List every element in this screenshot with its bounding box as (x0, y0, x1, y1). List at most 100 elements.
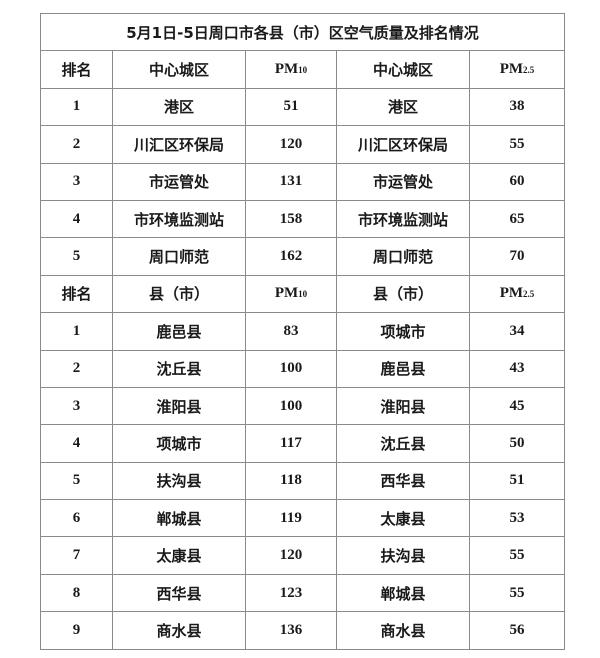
pm25-value-cell: 65 (468, 199, 566, 239)
pm25-area-cell: 项城市 (336, 312, 470, 351)
header-rank: 排名 (40, 50, 113, 89)
table-row: 2 川汇区环保局 120 川汇区环保局 55 (40, 125, 566, 164)
header-pm25-label: PM (499, 285, 524, 302)
pm10-area-cell: 港区 (112, 87, 246, 127)
pm25-value-cell: 60 (468, 162, 566, 201)
rank-cell: 8 (40, 573, 113, 613)
table-row: 5 周口师范 162 周口师范 70 (40, 237, 566, 276)
table-row: 2 沈丘县 100 鹿邑县 43 (40, 349, 566, 388)
header-rank: 排名 (40, 274, 113, 314)
header-pm10-label: PM (274, 285, 299, 302)
pm25-area-cell: 沈丘县 (336, 424, 470, 463)
pm25-area-cell: 淮阳县 (336, 386, 470, 426)
header-pm25-subscript: 2.5 (523, 65, 535, 76)
pm10-value-cell: 120 (245, 536, 337, 575)
table-row: 8 西华县 123 郸城县 55 (40, 573, 566, 613)
rank-cell: 2 (40, 349, 113, 388)
table-row: 5 扶沟县 118 西华县 51 (40, 461, 566, 501)
pm25-value-cell: 38 (468, 87, 566, 127)
section1-header-row: 排名 中心城区 PM10 中心城区 PM2.5 (40, 50, 566, 89)
pm10-area-cell: 商水县 (112, 611, 246, 650)
pm10-value-cell: 119 (245, 499, 337, 538)
rank-cell: 2 (40, 125, 113, 164)
pm25-value-cell: 45 (468, 386, 566, 426)
pm25-area-cell: 郸城县 (336, 573, 470, 613)
table-row: 9 商水县 136 商水县 56 (40, 611, 566, 650)
rank-cell: 7 (40, 536, 113, 575)
pm25-value-cell: 55 (468, 536, 566, 575)
pm10-area-cell: 太康县 (112, 536, 246, 575)
pm25-area-cell: 川汇区环保局 (336, 125, 470, 164)
pm25-value-cell: 55 (468, 125, 566, 164)
rank-cell: 3 (40, 162, 113, 201)
pm10-area-cell: 市运管处 (112, 162, 246, 201)
pm10-area-cell: 市环境监测站 (112, 199, 246, 239)
pm10-area-cell: 鹿邑县 (112, 312, 246, 351)
pm10-value-cell: 118 (245, 461, 337, 501)
rank-cell: 5 (40, 237, 113, 276)
pm25-value-cell: 50 (468, 424, 566, 463)
pm25-area-cell: 西华县 (336, 461, 470, 501)
pm25-area-cell: 周口师范 (336, 237, 470, 276)
pm25-value-cell: 70 (468, 237, 566, 276)
header-area-pm10: 县（市） (112, 274, 246, 314)
pm10-value-cell: 162 (245, 237, 337, 276)
pm25-area-cell: 商水县 (336, 611, 470, 650)
pm25-area-cell: 扶沟县 (336, 536, 470, 575)
pm10-value-cell: 117 (245, 424, 337, 463)
pm25-area-cell: 港区 (336, 87, 470, 127)
pm10-area-cell: 项城市 (112, 424, 246, 463)
header-pm25: PM2.5 (468, 274, 566, 314)
table-row: 1 港区 51 港区 38 (40, 87, 566, 127)
rank-cell: 3 (40, 386, 113, 426)
rank-cell: 4 (40, 199, 113, 239)
pm10-value-cell: 100 (245, 349, 337, 388)
header-area-pm25: 县（市） (336, 274, 470, 314)
pm10-area-cell: 川汇区环保局 (112, 125, 246, 164)
pm25-area-cell: 太康县 (336, 499, 470, 538)
header-pm10: PM10 (245, 50, 337, 89)
pm10-area-cell: 沈丘县 (112, 349, 246, 388)
rank-cell: 1 (40, 312, 113, 351)
pm25-value-cell: 55 (468, 573, 566, 613)
table-row: 7 太康县 120 扶沟县 55 (40, 536, 566, 575)
header-pm25: PM2.5 (468, 50, 566, 89)
pm25-area-cell: 市环境监测站 (336, 199, 470, 239)
header-pm10-label: PM (274, 61, 299, 78)
pm10-value-cell: 83 (245, 312, 337, 351)
rank-cell: 5 (40, 461, 113, 501)
table-title: 5月1日-5日周口市各县（市）区空气质量及排名情况 (39, 12, 566, 52)
header-pm10: PM10 (245, 274, 337, 314)
pm10-area-cell: 扶沟县 (112, 461, 246, 501)
rank-cell: 6 (40, 499, 113, 538)
air-quality-ranking-table: 5月1日-5日周口市各县（市）区空气质量及排名情况 排名 中心城区 PM10 中心城区… (39, 12, 566, 650)
table-row: 1 鹿邑县 83 项城市 34 (40, 312, 566, 351)
header-pm25-label: PM (499, 61, 524, 78)
header-area-pm25: 中心城区 (336, 50, 470, 89)
pm10-value-cell: 158 (245, 199, 337, 239)
table-row: 6 郸城县 119 太康县 53 (40, 499, 566, 538)
pm10-value-cell: 100 (245, 386, 337, 426)
title-row: 5月1日-5日周口市各县（市）区空气质量及排名情况 (39, 12, 566, 52)
header-pm25-subscript: 2.5 (523, 289, 535, 300)
table-row: 4 项城市 117 沈丘县 50 (40, 424, 566, 463)
pm25-area-cell: 市运管处 (336, 162, 470, 201)
pm25-value-cell: 34 (468, 312, 566, 351)
pm10-value-cell: 131 (245, 162, 337, 201)
rank-cell: 4 (40, 424, 113, 463)
rank-cell: 1 (40, 87, 113, 127)
header-area-pm10: 中心城区 (112, 50, 246, 89)
pm10-value-cell: 123 (245, 573, 337, 613)
table-row: 3 淮阳县 100 淮阳县 45 (40, 386, 566, 426)
pm25-area-cell: 鹿邑县 (336, 349, 470, 388)
header-pm10-subscript: 10 (298, 65, 308, 76)
pm25-value-cell: 51 (468, 461, 566, 501)
pm10-value-cell: 51 (245, 87, 337, 127)
pm10-area-cell: 郸城县 (112, 499, 246, 538)
pm10-area-cell: 西华县 (112, 573, 246, 613)
pm10-area-cell: 淮阳县 (112, 386, 246, 426)
rank-cell: 9 (40, 611, 113, 650)
pm25-value-cell: 53 (468, 499, 566, 538)
pm10-area-cell: 周口师范 (112, 237, 246, 276)
header-pm10-subscript: 10 (298, 289, 308, 300)
